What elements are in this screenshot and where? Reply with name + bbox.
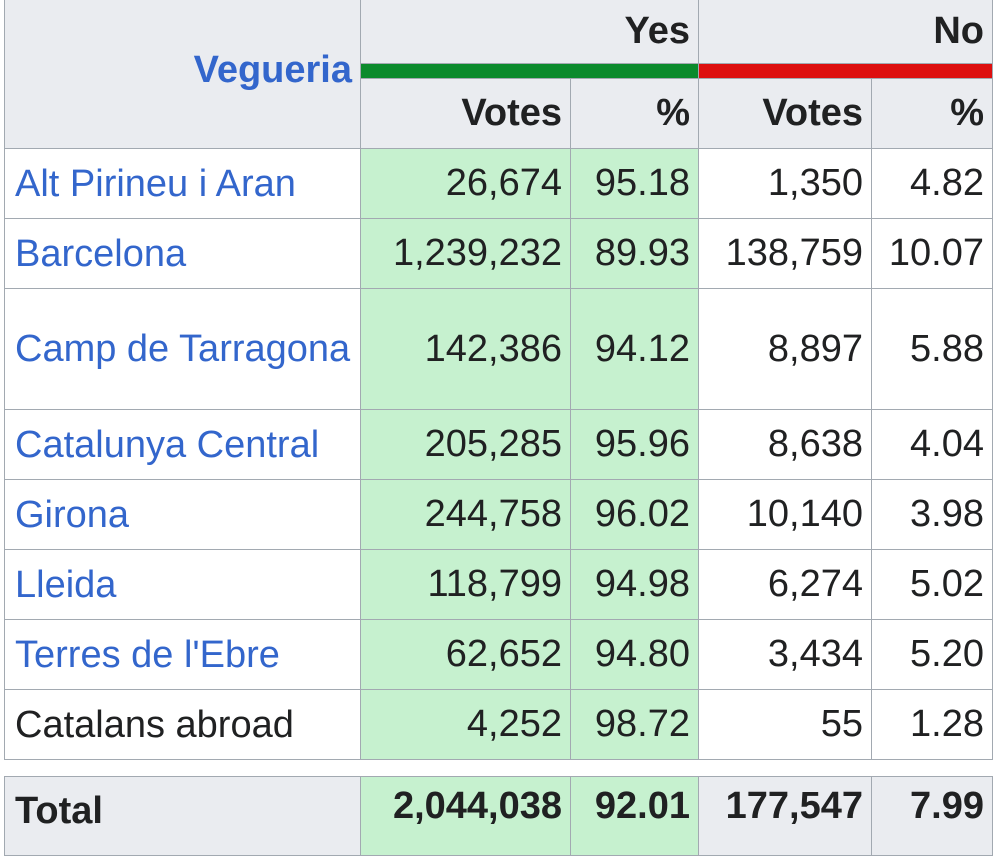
no-color-bar bbox=[698, 63, 993, 79]
no-votes-cell: 10,140 bbox=[698, 479, 872, 550]
total-label: Total bbox=[4, 776, 361, 856]
total-no-pct: 7.99 bbox=[871, 776, 993, 856]
total-no-votes: 177,547 bbox=[698, 776, 872, 856]
no-pct-cell: 1.28 bbox=[871, 689, 993, 760]
vegueria-header-label[interactable]: Vegueria bbox=[193, 49, 352, 91]
region-link[interactable]: Alt Pirineu i Aran bbox=[4, 148, 361, 219]
yes-pct-cell: 94.12 bbox=[570, 288, 699, 410]
no-pct-cell: 4.04 bbox=[871, 409, 993, 480]
yes-votes-cell: 62,652 bbox=[360, 619, 571, 690]
no-pct-cell: 5.02 bbox=[871, 549, 993, 620]
yes-votes-cell: 244,758 bbox=[360, 479, 571, 550]
yes-group-header: Yes bbox=[360, 0, 699, 64]
vegueria-column-header[interactable]: Vegueria bbox=[4, 0, 361, 149]
yes-pct-cell: 95.18 bbox=[570, 148, 699, 219]
spacer-cell bbox=[4, 759, 993, 777]
table-row: Catalunya Central 205,285 95.96 8,638 4.… bbox=[4, 409, 993, 480]
table-spacer bbox=[4, 759, 993, 777]
table-row: Alt Pirineu i Aran 26,674 95.18 1,350 4.… bbox=[4, 148, 993, 219]
region-link[interactable]: Lleida bbox=[4, 549, 361, 620]
table-row: Camp de Tarragona 142,386 94.12 8,897 5.… bbox=[4, 288, 993, 410]
total-yes-pct: 92.01 bbox=[570, 776, 699, 856]
no-pct-cell: 5.88 bbox=[871, 288, 993, 410]
yes-color-bar bbox=[360, 63, 699, 79]
no-votes-cell: 55 bbox=[698, 689, 872, 760]
no-votes-cell: 3,434 bbox=[698, 619, 872, 690]
total-yes-votes: 2,044,038 bbox=[360, 776, 571, 856]
table-row: Lleida 118,799 94.98 6,274 5.02 bbox=[4, 549, 993, 620]
no-pct-cell: 5.20 bbox=[871, 619, 993, 690]
yes-pct-cell: 98.72 bbox=[570, 689, 699, 760]
no-votes-cell: 8,897 bbox=[698, 288, 872, 410]
yes-votes-cell: 118,799 bbox=[360, 549, 571, 620]
no-votes-cell: 8,638 bbox=[698, 409, 872, 480]
yes-pct-cell: 89.93 bbox=[570, 218, 699, 289]
yes-votes-cell: 26,674 bbox=[360, 148, 571, 219]
no-pct-header[interactable]: % bbox=[871, 78, 993, 149]
region-name: Catalans abroad bbox=[4, 689, 361, 760]
yes-votes-cell: 205,285 bbox=[360, 409, 571, 480]
region-link[interactable]: Catalunya Central bbox=[4, 409, 361, 480]
yes-pct-cell: 96.02 bbox=[570, 479, 699, 550]
region-link[interactable]: Girona bbox=[4, 479, 361, 550]
yes-pct-header[interactable]: % bbox=[570, 78, 699, 149]
no-pct-cell: 4.82 bbox=[871, 148, 993, 219]
region-link[interactable]: Barcelona bbox=[4, 218, 361, 289]
table-row: Girona 244,758 96.02 10,140 3.98 bbox=[4, 479, 993, 550]
no-pct-cell: 3.98 bbox=[871, 479, 993, 550]
table-row: Barcelona 1,239,232 89.93 138,759 10.07 bbox=[4, 218, 993, 289]
yes-pct-cell: 94.98 bbox=[570, 549, 699, 620]
yes-pct-cell: 95.96 bbox=[570, 409, 699, 480]
yes-votes-header[interactable]: Votes bbox=[360, 78, 571, 149]
yes-pct-cell: 94.80 bbox=[570, 619, 699, 690]
no-votes-header[interactable]: Votes bbox=[698, 78, 872, 149]
yes-votes-cell: 1,239,232 bbox=[360, 218, 571, 289]
no-votes-cell: 1,350 bbox=[698, 148, 872, 219]
table-row: Terres de l'Ebre 62,652 94.80 3,434 5.20 bbox=[4, 619, 993, 690]
yes-votes-cell: 142,386 bbox=[360, 288, 571, 410]
results-table: Vegueria Yes No Votes % Votes % Alt Piri… bbox=[4, 0, 993, 856]
region-link[interactable]: Terres de l'Ebre bbox=[4, 619, 361, 690]
no-votes-cell: 138,759 bbox=[698, 218, 872, 289]
region-link[interactable]: Camp de Tarragona bbox=[4, 288, 361, 410]
no-pct-cell: 10.07 bbox=[871, 218, 993, 289]
total-row: Total 2,044,038 92.01 177,547 7.99 bbox=[4, 776, 993, 856]
no-group-header: No bbox=[698, 0, 993, 64]
yes-votes-cell: 4,252 bbox=[360, 689, 571, 760]
no-votes-cell: 6,274 bbox=[698, 549, 872, 620]
table-row: Catalans abroad 4,252 98.72 55 1.28 bbox=[4, 689, 993, 760]
